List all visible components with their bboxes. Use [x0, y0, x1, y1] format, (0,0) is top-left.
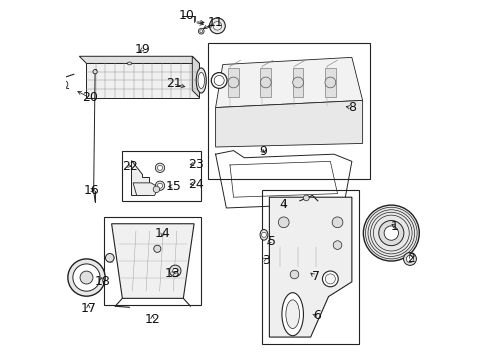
Circle shape	[322, 271, 338, 287]
Text: 2: 2	[407, 252, 415, 265]
Circle shape	[157, 165, 163, 170]
Polygon shape	[131, 159, 149, 195]
Bar	[262, 190, 359, 344]
Text: 4: 4	[280, 198, 288, 211]
Ellipse shape	[198, 72, 204, 89]
Circle shape	[260, 77, 271, 88]
Circle shape	[153, 186, 160, 193]
Circle shape	[105, 253, 114, 262]
Bar	[293, 68, 303, 97]
Circle shape	[290, 270, 299, 279]
Ellipse shape	[286, 300, 299, 329]
Circle shape	[213, 22, 221, 30]
Circle shape	[325, 77, 336, 88]
Bar	[325, 68, 336, 97]
Circle shape	[403, 252, 416, 265]
Ellipse shape	[282, 293, 303, 336]
Circle shape	[406, 255, 414, 262]
Polygon shape	[270, 197, 352, 337]
Circle shape	[332, 217, 343, 228]
Circle shape	[303, 195, 309, 201]
Circle shape	[198, 28, 204, 34]
Text: 21: 21	[166, 77, 182, 90]
Bar	[228, 68, 239, 97]
Circle shape	[68, 259, 105, 296]
Text: 17: 17	[81, 302, 97, 315]
Polygon shape	[87, 63, 199, 98]
Polygon shape	[216, 57, 363, 108]
Text: 15: 15	[166, 180, 182, 193]
Circle shape	[333, 241, 342, 249]
Circle shape	[170, 265, 181, 276]
Circle shape	[155, 181, 165, 190]
Circle shape	[73, 264, 100, 291]
Circle shape	[293, 77, 303, 88]
Text: 9: 9	[260, 145, 268, 158]
Circle shape	[61, 81, 68, 88]
Polygon shape	[216, 100, 363, 147]
Bar	[208, 43, 370, 179]
Circle shape	[228, 77, 239, 88]
Text: 20: 20	[82, 91, 98, 104]
Bar	[104, 217, 201, 305]
Circle shape	[325, 274, 335, 284]
Polygon shape	[79, 56, 199, 63]
Ellipse shape	[260, 229, 268, 240]
Text: 5: 5	[268, 235, 276, 248]
Circle shape	[384, 226, 398, 240]
Text: 3: 3	[262, 254, 270, 267]
Polygon shape	[192, 56, 199, 98]
Polygon shape	[112, 224, 194, 298]
Text: 6: 6	[313, 309, 320, 322]
Circle shape	[214, 76, 224, 86]
Circle shape	[210, 18, 225, 34]
Circle shape	[157, 183, 163, 188]
Circle shape	[93, 69, 97, 74]
Circle shape	[211, 73, 227, 88]
Ellipse shape	[196, 68, 206, 93]
Circle shape	[155, 163, 165, 172]
Text: 18: 18	[95, 275, 110, 288]
Circle shape	[364, 205, 419, 261]
Circle shape	[262, 232, 267, 237]
Bar	[122, 150, 201, 201]
Text: 13: 13	[165, 267, 180, 280]
Text: 1: 1	[391, 220, 399, 233]
Text: 16: 16	[84, 184, 99, 197]
Polygon shape	[133, 183, 158, 195]
Text: 19: 19	[135, 42, 150, 55]
Text: 22: 22	[122, 160, 137, 173]
Text: 23: 23	[188, 158, 203, 171]
Text: 12: 12	[145, 312, 160, 326]
Circle shape	[379, 221, 404, 246]
Circle shape	[173, 268, 178, 273]
Bar	[260, 68, 271, 97]
Text: 14: 14	[155, 226, 171, 239]
Circle shape	[200, 30, 203, 33]
Circle shape	[278, 217, 289, 228]
Ellipse shape	[127, 62, 132, 65]
Text: 8: 8	[348, 101, 356, 114]
Text: 24: 24	[188, 178, 203, 191]
Text: 7: 7	[312, 270, 319, 283]
Circle shape	[80, 271, 93, 284]
Circle shape	[154, 245, 161, 252]
Text: 10: 10	[179, 9, 195, 22]
Text: 11: 11	[208, 17, 223, 30]
